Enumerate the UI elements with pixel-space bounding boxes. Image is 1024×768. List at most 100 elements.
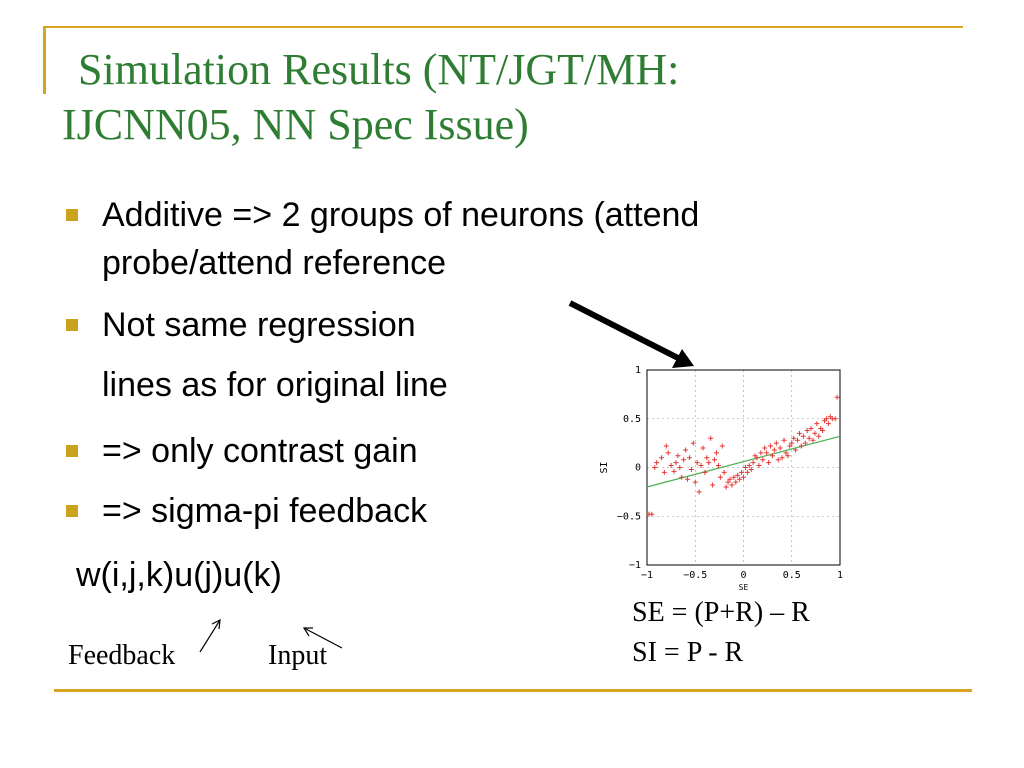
data-point bbox=[758, 450, 764, 456]
data-point bbox=[823, 416, 829, 422]
bullet-square-icon bbox=[66, 209, 78, 221]
slide-title-line-2: IJCNN05, NN Spec Issue) bbox=[62, 100, 529, 149]
data-point bbox=[683, 447, 689, 453]
accent-bar-left bbox=[43, 26, 46, 94]
bullet-text: Additive => 2 groups of neurons (attend bbox=[102, 196, 700, 234]
data-point bbox=[679, 474, 685, 480]
data-point bbox=[735, 472, 741, 478]
data-point bbox=[806, 435, 812, 441]
feedback-label: Feedback bbox=[68, 640, 176, 671]
data-point bbox=[700, 445, 706, 451]
formula: w(i,j,k)u(j)u(k) bbox=[76, 556, 282, 594]
y-tick-label: 0 bbox=[635, 463, 641, 474]
input-arrow bbox=[303, 627, 343, 649]
data-point bbox=[677, 465, 683, 470]
data-point bbox=[764, 450, 770, 456]
x-axis-label: SE bbox=[739, 583, 749, 592]
data-point bbox=[658, 455, 664, 461]
data-point bbox=[756, 463, 762, 469]
data-point bbox=[702, 469, 708, 475]
data-point bbox=[816, 433, 822, 439]
data-point bbox=[760, 457, 766, 463]
data-point bbox=[694, 460, 700, 466]
data-point bbox=[781, 437, 787, 443]
y-axis-label: SI bbox=[599, 461, 610, 473]
data-point bbox=[793, 447, 799, 453]
data-point bbox=[723, 484, 729, 490]
data-point bbox=[673, 460, 679, 466]
feedback-arrow bbox=[199, 619, 221, 653]
bullet-square-icon bbox=[66, 505, 78, 517]
data-point bbox=[795, 437, 801, 443]
x-tick-label: −0.5 bbox=[683, 570, 707, 581]
data-point bbox=[713, 450, 719, 456]
data-point bbox=[779, 455, 785, 461]
data-point bbox=[733, 479, 739, 485]
data-point bbox=[719, 443, 725, 449]
data-point bbox=[825, 421, 831, 427]
data-point bbox=[802, 440, 808, 446]
slide-title: Simulation Results (NT/JGT/MH: IJCNN05, … bbox=[62, 42, 962, 152]
data-point bbox=[777, 445, 783, 451]
data-point bbox=[814, 421, 820, 427]
data-point bbox=[744, 469, 750, 475]
scatter-chart: −1 −0.5 0 0.5 1 1 0.5 0 −0.5 −1 SE SI bbox=[599, 365, 843, 592]
data-point bbox=[742, 465, 748, 470]
data-point bbox=[731, 474, 737, 480]
data-point bbox=[665, 450, 671, 456]
data-point bbox=[708, 435, 714, 441]
data-point bbox=[834, 394, 840, 400]
data-point bbox=[654, 460, 660, 466]
data-point bbox=[712, 457, 718, 463]
data-point bbox=[766, 460, 772, 466]
data-point bbox=[741, 474, 746, 480]
data-point bbox=[804, 427, 810, 433]
data-point bbox=[787, 443, 793, 449]
data-point bbox=[808, 426, 814, 431]
data-point bbox=[750, 460, 756, 466]
data-point bbox=[820, 427, 826, 433]
data-point bbox=[727, 476, 733, 482]
data-point bbox=[661, 469, 667, 475]
data-point bbox=[800, 433, 806, 439]
data-point bbox=[686, 455, 692, 461]
x-tick-label: −1 bbox=[641, 570, 653, 581]
bullet-text: => only contrast gain bbox=[102, 432, 418, 470]
data-point bbox=[791, 435, 797, 441]
input-arrow-head bbox=[302, 627, 313, 637]
accent-bar-bottom bbox=[54, 689, 972, 692]
data-point bbox=[748, 466, 754, 472]
data-point bbox=[783, 450, 789, 456]
x-tick-label: 0 bbox=[740, 570, 746, 581]
data-point bbox=[746, 463, 752, 469]
data-point bbox=[704, 455, 710, 461]
data-point bbox=[710, 482, 716, 488]
data-point bbox=[775, 457, 781, 463]
y-tick-label: 1 bbox=[635, 365, 641, 376]
data-point bbox=[773, 440, 779, 446]
data-point bbox=[717, 474, 723, 480]
data-point bbox=[721, 469, 727, 475]
regression-line bbox=[646, 435, 841, 488]
data-point bbox=[681, 457, 687, 463]
data-point bbox=[706, 460, 712, 466]
data-point bbox=[715, 463, 721, 469]
data-point bbox=[688, 466, 694, 472]
data-point bbox=[692, 479, 698, 485]
bullet-text: Not same regression bbox=[102, 306, 416, 344]
feedback-arrow-head bbox=[211, 618, 221, 630]
data-point bbox=[832, 416, 838, 422]
data-point bbox=[796, 430, 802, 436]
data-point bbox=[810, 437, 816, 443]
data-point bbox=[696, 489, 702, 495]
data-point bbox=[671, 468, 677, 474]
data-point bbox=[737, 476, 743, 482]
bullet-text: => sigma-pi feedback bbox=[102, 492, 428, 530]
data-point bbox=[785, 453, 791, 459]
data-point bbox=[798, 443, 804, 449]
data-point bbox=[768, 443, 774, 449]
data-point bbox=[812, 430, 818, 436]
data-point bbox=[789, 440, 795, 446]
pointer-arrow bbox=[568, 300, 684, 363]
